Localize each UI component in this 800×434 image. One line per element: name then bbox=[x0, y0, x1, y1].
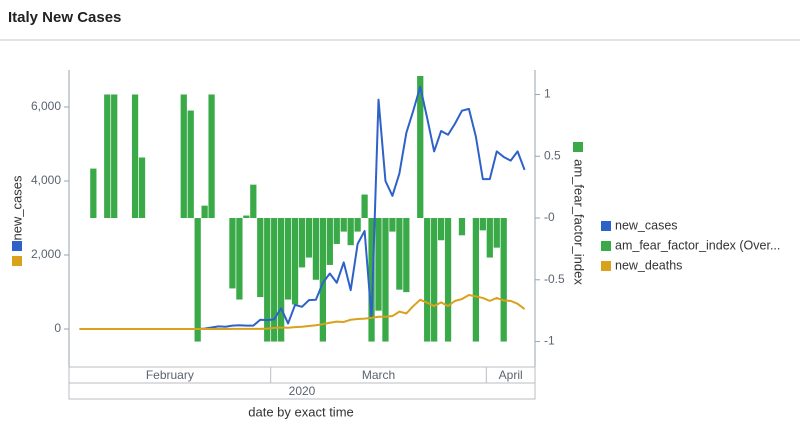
bar bbox=[278, 218, 285, 342]
y2-tick-label: 0.5 bbox=[544, 148, 561, 162]
bar bbox=[472, 218, 480, 342]
y-tick-label: 4,000 bbox=[31, 173, 61, 187]
bar bbox=[389, 218, 396, 232]
bar bbox=[486, 218, 493, 258]
bar bbox=[354, 218, 361, 232]
bar bbox=[236, 218, 243, 300]
bar bbox=[257, 218, 264, 298]
y-axis-title: new_cases bbox=[9, 175, 24, 241]
bar bbox=[437, 218, 445, 241]
bar bbox=[326, 218, 333, 265]
y-tick-label: 6,000 bbox=[31, 99, 61, 113]
bar bbox=[458, 218, 466, 236]
bar bbox=[312, 218, 320, 280]
bar bbox=[194, 218, 201, 342]
bar bbox=[229, 218, 236, 289]
y2-axis-title: am_fear_factor_index bbox=[572, 159, 587, 285]
bar bbox=[298, 218, 306, 268]
bar bbox=[271, 218, 278, 342]
line bbox=[79, 85, 526, 330]
bar bbox=[264, 218, 271, 342]
bar bbox=[180, 94, 187, 219]
y-axis-title-swatch bbox=[12, 256, 22, 266]
bar bbox=[431, 218, 438, 342]
y2-axis-title-swatch bbox=[573, 142, 583, 152]
x-year-label: 2020 bbox=[289, 384, 316, 398]
plot-area bbox=[79, 75, 526, 342]
chart-title: Italy New Cases bbox=[8, 9, 121, 26]
y2-tick-label: 1 bbox=[544, 87, 551, 101]
bar bbox=[417, 75, 424, 219]
bar bbox=[208, 94, 215, 219]
bar bbox=[201, 205, 208, 219]
legend-label: new_deaths bbox=[615, 258, 682, 272]
bar bbox=[444, 218, 452, 342]
y2-tick-label: -1 bbox=[544, 334, 555, 348]
legend-swatch bbox=[601, 261, 611, 271]
legend-swatch bbox=[601, 241, 611, 251]
x-axis-band bbox=[68, 366, 536, 384]
y-tick-label: 0 bbox=[54, 321, 61, 335]
bar bbox=[131, 94, 139, 219]
bar bbox=[90, 168, 97, 219]
bar bbox=[187, 110, 194, 219]
line bbox=[79, 293, 526, 330]
bar bbox=[368, 218, 375, 342]
bar bbox=[382, 218, 389, 342]
x-axis-title: date by exact time bbox=[248, 404, 354, 419]
bar bbox=[104, 94, 111, 219]
bar bbox=[340, 218, 347, 232]
bar bbox=[138, 157, 146, 219]
legend-label: new_cases bbox=[615, 218, 678, 232]
bar bbox=[347, 218, 354, 246]
bar bbox=[111, 94, 118, 219]
bar bbox=[291, 218, 299, 305]
legend-swatch bbox=[601, 221, 611, 231]
bar bbox=[403, 218, 410, 293]
bar bbox=[361, 194, 368, 219]
x-tick-label: April bbox=[499, 368, 523, 382]
bar bbox=[493, 218, 500, 248]
y-axis-title-swatch bbox=[12, 241, 22, 251]
y-tick-label: 2,000 bbox=[31, 247, 61, 261]
y2-tick-label: -0 bbox=[544, 210, 555, 224]
legend-label: am_fear_factor_index (Over... bbox=[615, 238, 780, 252]
bar bbox=[333, 218, 340, 244]
bar bbox=[424, 218, 431, 342]
bar bbox=[500, 218, 507, 342]
y2-tick-label: -0.5 bbox=[544, 272, 565, 286]
bar bbox=[396, 218, 403, 290]
bar bbox=[243, 215, 250, 219]
x-tick-label: February bbox=[146, 368, 194, 382]
bar bbox=[375, 218, 382, 311]
bar bbox=[305, 218, 313, 258]
bar bbox=[479, 218, 486, 231]
x-tick-label: March bbox=[362, 368, 395, 382]
bar bbox=[250, 184, 257, 219]
x-axis-year-band bbox=[68, 382, 536, 400]
bar bbox=[319, 218, 326, 342]
bar bbox=[284, 218, 292, 300]
